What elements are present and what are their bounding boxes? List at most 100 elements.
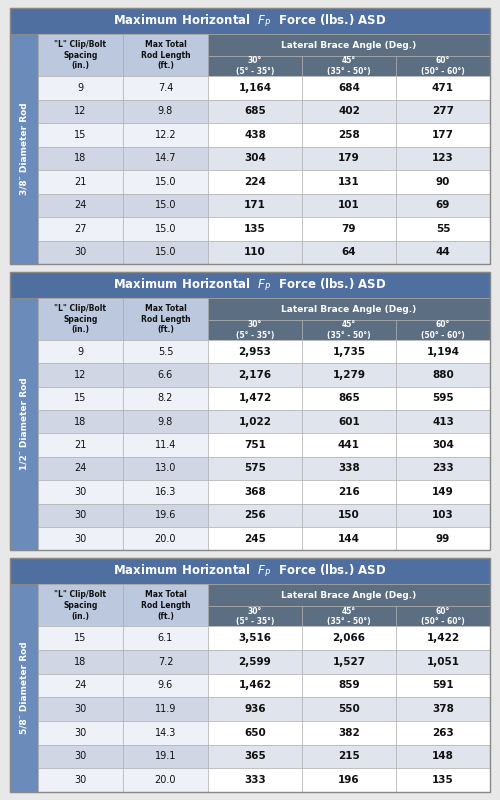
Text: 45°
(35° - 50°): 45° (35° - 50°) xyxy=(327,606,371,626)
Bar xyxy=(396,123,490,146)
Text: Lateral Brace Angle (Deg.): Lateral Brace Angle (Deg.) xyxy=(282,590,416,600)
Bar xyxy=(38,626,123,650)
Text: 30: 30 xyxy=(74,487,86,497)
Text: 6.1: 6.1 xyxy=(158,633,173,643)
Bar xyxy=(123,217,208,241)
Text: 9.8: 9.8 xyxy=(158,106,173,116)
Text: 90: 90 xyxy=(436,177,450,186)
Text: 30°
(5° - 35°): 30° (5° - 35°) xyxy=(236,56,274,76)
Text: 685: 685 xyxy=(244,106,266,116)
Text: 2,599: 2,599 xyxy=(238,657,272,666)
Text: 27: 27 xyxy=(74,224,86,234)
Bar xyxy=(396,480,490,503)
Text: 378: 378 xyxy=(432,704,454,714)
Text: 11.9: 11.9 xyxy=(155,704,176,714)
Bar xyxy=(302,99,396,123)
Bar xyxy=(208,674,302,698)
Bar xyxy=(302,674,396,698)
Bar xyxy=(38,146,123,170)
Text: 1,022: 1,022 xyxy=(238,417,272,426)
Text: Max Total
Rod Length
(ft.): Max Total Rod Length (ft.) xyxy=(140,40,190,70)
Text: 233: 233 xyxy=(432,463,454,474)
Bar xyxy=(396,363,490,386)
Bar xyxy=(396,606,490,626)
Text: Lateral Brace Angle (Deg.): Lateral Brace Angle (Deg.) xyxy=(282,305,416,314)
Text: 60°
(50° - 60°): 60° (50° - 60°) xyxy=(421,56,465,76)
Text: 650: 650 xyxy=(244,728,266,738)
Text: 15: 15 xyxy=(74,633,86,643)
Text: Maximum Horizontal  $F_P$  Force (lbs.) ASD: Maximum Horizontal $F_P$ Force (lbs.) AS… xyxy=(113,13,387,29)
Bar xyxy=(302,721,396,745)
Bar xyxy=(208,650,302,674)
Bar xyxy=(302,410,396,434)
Text: 6.6: 6.6 xyxy=(158,370,173,380)
Text: 30: 30 xyxy=(74,247,86,258)
Text: 601: 601 xyxy=(338,417,360,426)
Bar xyxy=(302,241,396,264)
Text: 21: 21 xyxy=(74,177,86,186)
Bar xyxy=(396,721,490,745)
Bar xyxy=(302,340,396,363)
Text: 258: 258 xyxy=(338,130,360,140)
Bar xyxy=(396,320,490,340)
Bar xyxy=(208,457,302,480)
Bar xyxy=(208,298,490,320)
Text: 15: 15 xyxy=(74,130,86,140)
Bar xyxy=(302,123,396,146)
Bar xyxy=(208,503,302,527)
Text: 1,279: 1,279 xyxy=(332,370,366,380)
Bar xyxy=(38,674,123,698)
Bar xyxy=(38,170,123,194)
Text: 595: 595 xyxy=(432,394,454,403)
Bar xyxy=(208,99,302,123)
Bar xyxy=(302,745,396,768)
Bar xyxy=(38,99,123,123)
Text: 9: 9 xyxy=(78,346,84,357)
Bar xyxy=(208,410,302,434)
Text: 7.4: 7.4 xyxy=(158,82,173,93)
Text: 8.2: 8.2 xyxy=(158,394,173,403)
Text: 196: 196 xyxy=(338,775,360,785)
Bar xyxy=(302,146,396,170)
Text: 216: 216 xyxy=(338,487,360,497)
Text: 550: 550 xyxy=(338,704,360,714)
Bar xyxy=(302,434,396,457)
Bar xyxy=(10,584,38,792)
Text: 1,527: 1,527 xyxy=(332,657,366,666)
Text: 24: 24 xyxy=(74,463,86,474)
Text: 751: 751 xyxy=(244,440,266,450)
Text: 18: 18 xyxy=(74,657,86,666)
Text: 936: 936 xyxy=(244,704,266,714)
Bar xyxy=(123,76,208,99)
Bar xyxy=(123,480,208,503)
Bar xyxy=(38,340,123,363)
Bar xyxy=(208,768,302,792)
Text: 30: 30 xyxy=(74,751,86,762)
Text: 177: 177 xyxy=(432,130,454,140)
Bar xyxy=(396,99,490,123)
Text: 101: 101 xyxy=(338,200,360,210)
Text: 304: 304 xyxy=(244,154,266,163)
Text: 365: 365 xyxy=(244,751,266,762)
Bar xyxy=(10,34,38,264)
Bar xyxy=(38,768,123,792)
Bar xyxy=(208,241,302,264)
Bar xyxy=(123,626,208,650)
Bar xyxy=(38,123,123,146)
Bar xyxy=(123,674,208,698)
Bar xyxy=(302,626,396,650)
Bar xyxy=(302,194,396,217)
Text: 1/2″ Diameter Rod: 1/2″ Diameter Rod xyxy=(20,378,28,470)
Bar xyxy=(38,434,123,457)
Text: 441: 441 xyxy=(338,440,360,450)
Bar xyxy=(10,8,490,264)
Text: 880: 880 xyxy=(432,370,454,380)
Bar xyxy=(208,721,302,745)
Bar xyxy=(10,272,490,298)
Text: 224: 224 xyxy=(244,177,266,186)
Bar xyxy=(302,217,396,241)
Text: 859: 859 xyxy=(338,681,360,690)
Text: 18: 18 xyxy=(74,417,86,426)
Text: 179: 179 xyxy=(338,154,360,163)
Bar xyxy=(302,363,396,386)
